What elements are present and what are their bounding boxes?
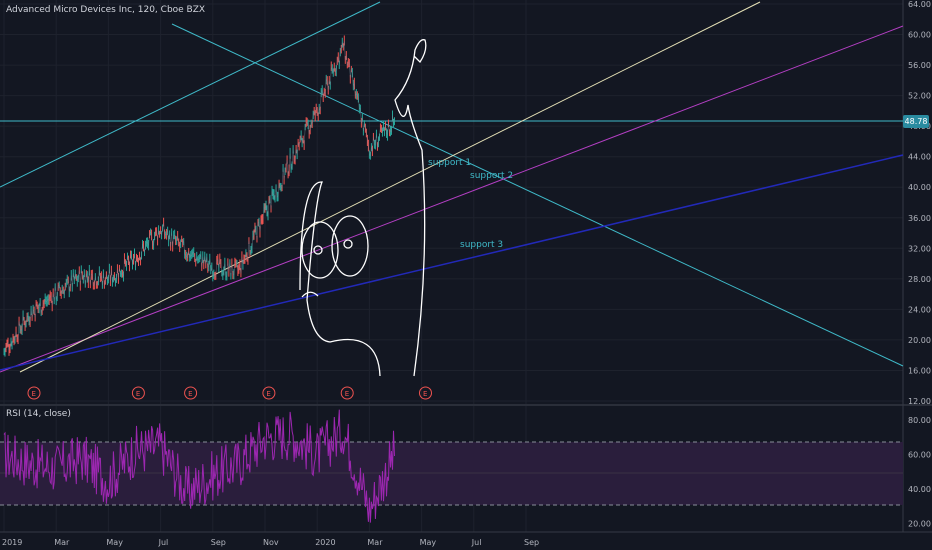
trendline-support-3[interactable] <box>0 154 904 371</box>
doodle-face-outline <box>299 181 381 377</box>
price-axis[interactable]: 64.0060.0056.0052.0048.0044.0040.0036.00… <box>908 0 931 406</box>
trendline-resistance-down[interactable] <box>171 23 904 367</box>
time-axis[interactable]: 2019 Mar May Jul Sep Nov 2020 Mar May Jul Sep <box>2 538 539 547</box>
doodle-right-pupil <box>343 239 353 249</box>
earnings-marker-label: E <box>32 390 36 398</box>
earnings-marker-label: E <box>423 390 427 398</box>
earnings-marker-circle <box>27 386 41 400</box>
price-tick-label: 32.00 <box>908 244 931 253</box>
doodle-mouth <box>301 291 319 298</box>
rsi-title: RSI (14, close) <box>6 409 71 419</box>
chart-title: Advanced Micro Devices Inc, 120, Cboe BZ… <box>6 5 206 15</box>
earnings-marker-label: E <box>345 390 349 398</box>
price-series <box>3 35 395 357</box>
rsi-tick-label: 60.00 <box>908 451 931 460</box>
time-tick-label: Sep <box>524 538 539 547</box>
trendline-upper-channel[interactable] <box>0 1 381 188</box>
time-tick-label: Jul <box>471 538 482 547</box>
trendline-support-2[interactable] <box>0 25 904 373</box>
last-price-tag: 48.78 <box>903 115 929 128</box>
rsi-line <box>3 409 395 523</box>
doodle-right-eye <box>331 215 369 277</box>
price-tick-label: 44.00 <box>908 153 931 162</box>
time-tick-label: May <box>420 538 437 547</box>
price-tick-label: 40.00 <box>908 183 931 192</box>
doodle-left-pupil <box>313 245 323 255</box>
rsi-tick-label: 20.00 <box>908 519 931 528</box>
rsi-tick-label: 40.00 <box>908 485 931 494</box>
price-tick-label: 28.00 <box>908 275 931 284</box>
price-tick-label: 24.00 <box>908 305 931 314</box>
price-tick-label: 60.00 <box>908 31 931 40</box>
time-tick-label: Nov <box>263 538 279 547</box>
doodle-arm-arrow <box>394 39 427 377</box>
trendline-support-1[interactable] <box>19 1 761 373</box>
time-tick-label: May <box>106 538 123 547</box>
price-tick-label: 20.00 <box>908 336 931 345</box>
support-1-label[interactable]: support 1 <box>428 158 471 168</box>
earnings-marker-circle <box>131 386 145 400</box>
price-tick-label: 64.00 <box>908 0 931 9</box>
earnings-marker-label: E <box>136 390 140 398</box>
time-tick-label: Mar <box>367 538 383 547</box>
freehand-doodle[interactable] <box>299 39 427 377</box>
rsi-tick-label: 80.00 <box>908 416 931 425</box>
price-tick-label: 56.00 <box>908 61 931 70</box>
price-tick-label: 36.00 <box>908 214 931 223</box>
earnings-marker-circle <box>184 386 198 400</box>
earnings-marker-circle <box>419 386 432 400</box>
earnings-marker-circle <box>340 386 354 400</box>
price-tick-label: 16.00 <box>908 366 931 375</box>
time-tick-label: Jul <box>158 538 169 547</box>
rsi-axis[interactable]: 80.00 60.00 40.00 20.00 <box>908 416 931 528</box>
time-tick-label: 2019 <box>2 538 22 547</box>
doodle-left-eye <box>301 221 339 279</box>
price-panel-background <box>0 0 903 403</box>
support-3-label[interactable]: support 3 <box>460 240 503 250</box>
earnings-marker-label: E <box>266 390 270 398</box>
time-tick-label: 2020 <box>315 538 335 547</box>
support-2-label[interactable]: support 2 <box>470 171 513 181</box>
price-tick-label: 52.00 <box>908 92 931 101</box>
price-line <box>3 40 395 352</box>
earnings-marker-circle <box>262 386 276 400</box>
time-tick-label: Mar <box>54 538 70 547</box>
time-tick-label: Sep <box>211 538 226 547</box>
price-tick-label: 12.00 <box>908 397 931 406</box>
earnings-marker-label: E <box>188 390 192 398</box>
